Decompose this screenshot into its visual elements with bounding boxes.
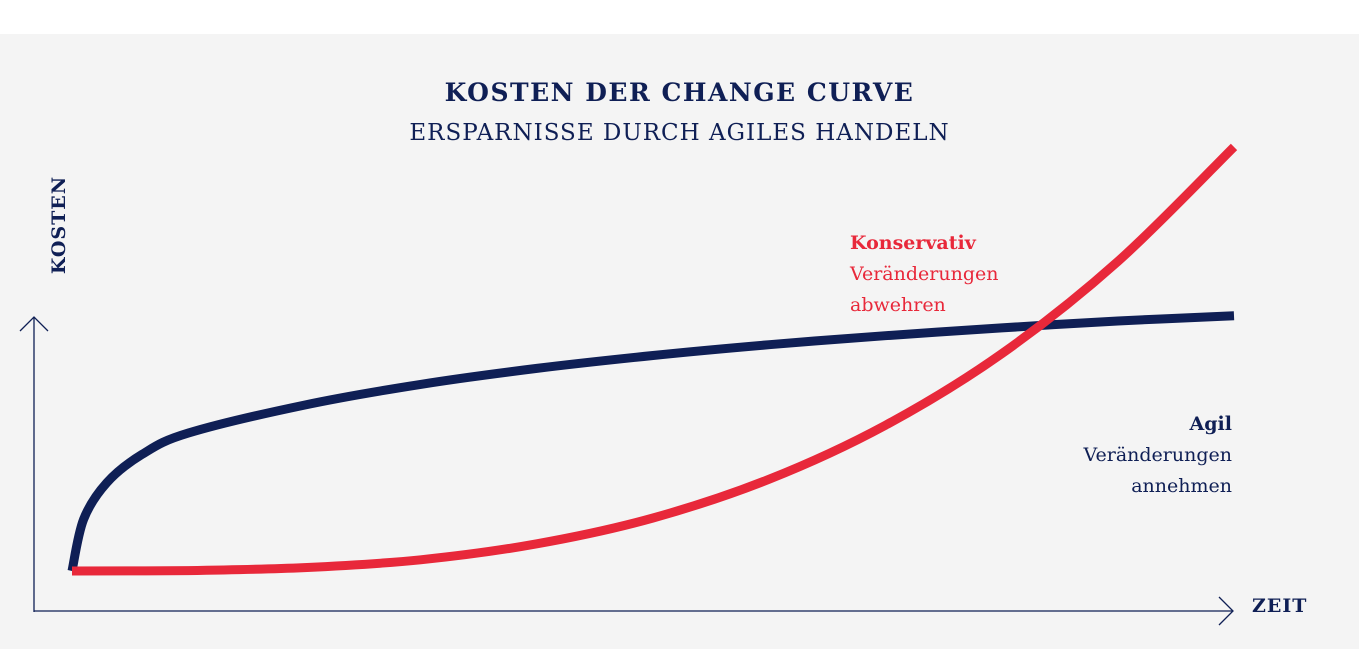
legend-agil-name: Agil <box>1189 413 1232 435</box>
legend-konservativ-name: Konservativ <box>850 232 976 254</box>
x-axis <box>34 596 1234 626</box>
x-axis-label: ZEIT <box>1252 595 1308 617</box>
series-agil-line <box>67 311 1235 572</box>
legend-agil-desc-line1: Veränderungen <box>1083 444 1232 466</box>
legend-konservativ-desc-line2: abwehren <box>850 294 946 316</box>
chart-background <box>0 34 1359 649</box>
legend-konservativ: Konservativ Veränderungen abwehren <box>850 228 998 321</box>
chart-title: KOSTEN DER CHANGE CURVE <box>444 78 915 107</box>
legend-konservativ-desc-line1: Veränderungen <box>850 263 999 285</box>
legend-agil-desc-line2: annehmen <box>1131 475 1232 497</box>
legend-agil: Agil Veränderungen annehmen <box>1084 409 1232 502</box>
chart-subtitle: ERSPARNISSE DURCH AGILES HANDELN <box>409 120 950 146</box>
y-axis <box>19 316 49 612</box>
series-konservativ-line <box>71 143 1238 576</box>
